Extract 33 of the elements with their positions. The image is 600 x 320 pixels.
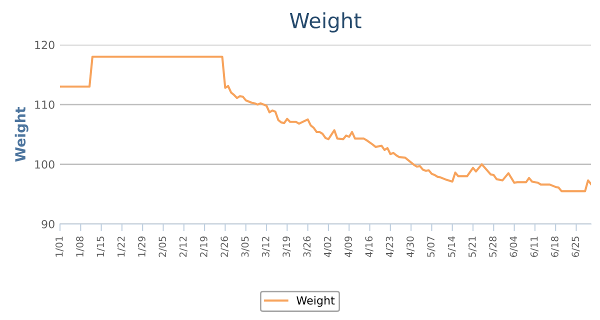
x-tick-label: 5/21 (468, 236, 477, 257)
y-tick-label: 100 (35, 160, 54, 169)
y-axis-title: Weight (14, 106, 28, 162)
x-tick-label: 6/18 (551, 236, 560, 257)
x-tick-label: 4/16 (365, 236, 374, 258)
x-tick-label: 1/29 (138, 236, 146, 257)
x-tick-label: 1/15 (96, 236, 105, 257)
x-tick-label: 2/26 (220, 236, 229, 257)
x-tick-label: 1/01 (55, 236, 64, 257)
x-tick-label: 2/05 (158, 236, 167, 257)
x-tick-label: 6/11 (530, 236, 539, 257)
x-tick-label: 2/19 (200, 236, 208, 257)
y-tick-label: 120 (35, 40, 54, 50)
x-tick-label: 4/23 (386, 236, 394, 258)
y-tick-label: 110 (35, 100, 54, 109)
x-tick-label: 5/07 (427, 236, 436, 257)
x-tick-label: 6/04 (510, 236, 518, 257)
x-tick-label: 2/12 (179, 236, 188, 257)
y-tick-label: 90 (42, 220, 54, 228)
x-tick-label: 4/02 (324, 236, 332, 258)
x-tick-label: 3/12 (262, 236, 270, 257)
x-tick-label: 5/14 (448, 236, 456, 257)
x-tick-label: 1/08 (76, 236, 84, 257)
legend-label: Weight (296, 296, 335, 307)
x-tick-label: 6/25 (572, 236, 580, 257)
x-tick-label: 1/22 (117, 236, 126, 257)
x-tick-label: 5/28 (489, 236, 498, 257)
x-tick-label: 4/09 (344, 236, 353, 258)
x-tick-label: 4/30 (406, 236, 415, 258)
x-tick-label: 3/19 (282, 236, 291, 257)
x-tick-label: 3/26 (303, 236, 312, 257)
x-tick-label: 3/05 (241, 236, 250, 257)
chart-title: Weight (290, 12, 362, 32)
